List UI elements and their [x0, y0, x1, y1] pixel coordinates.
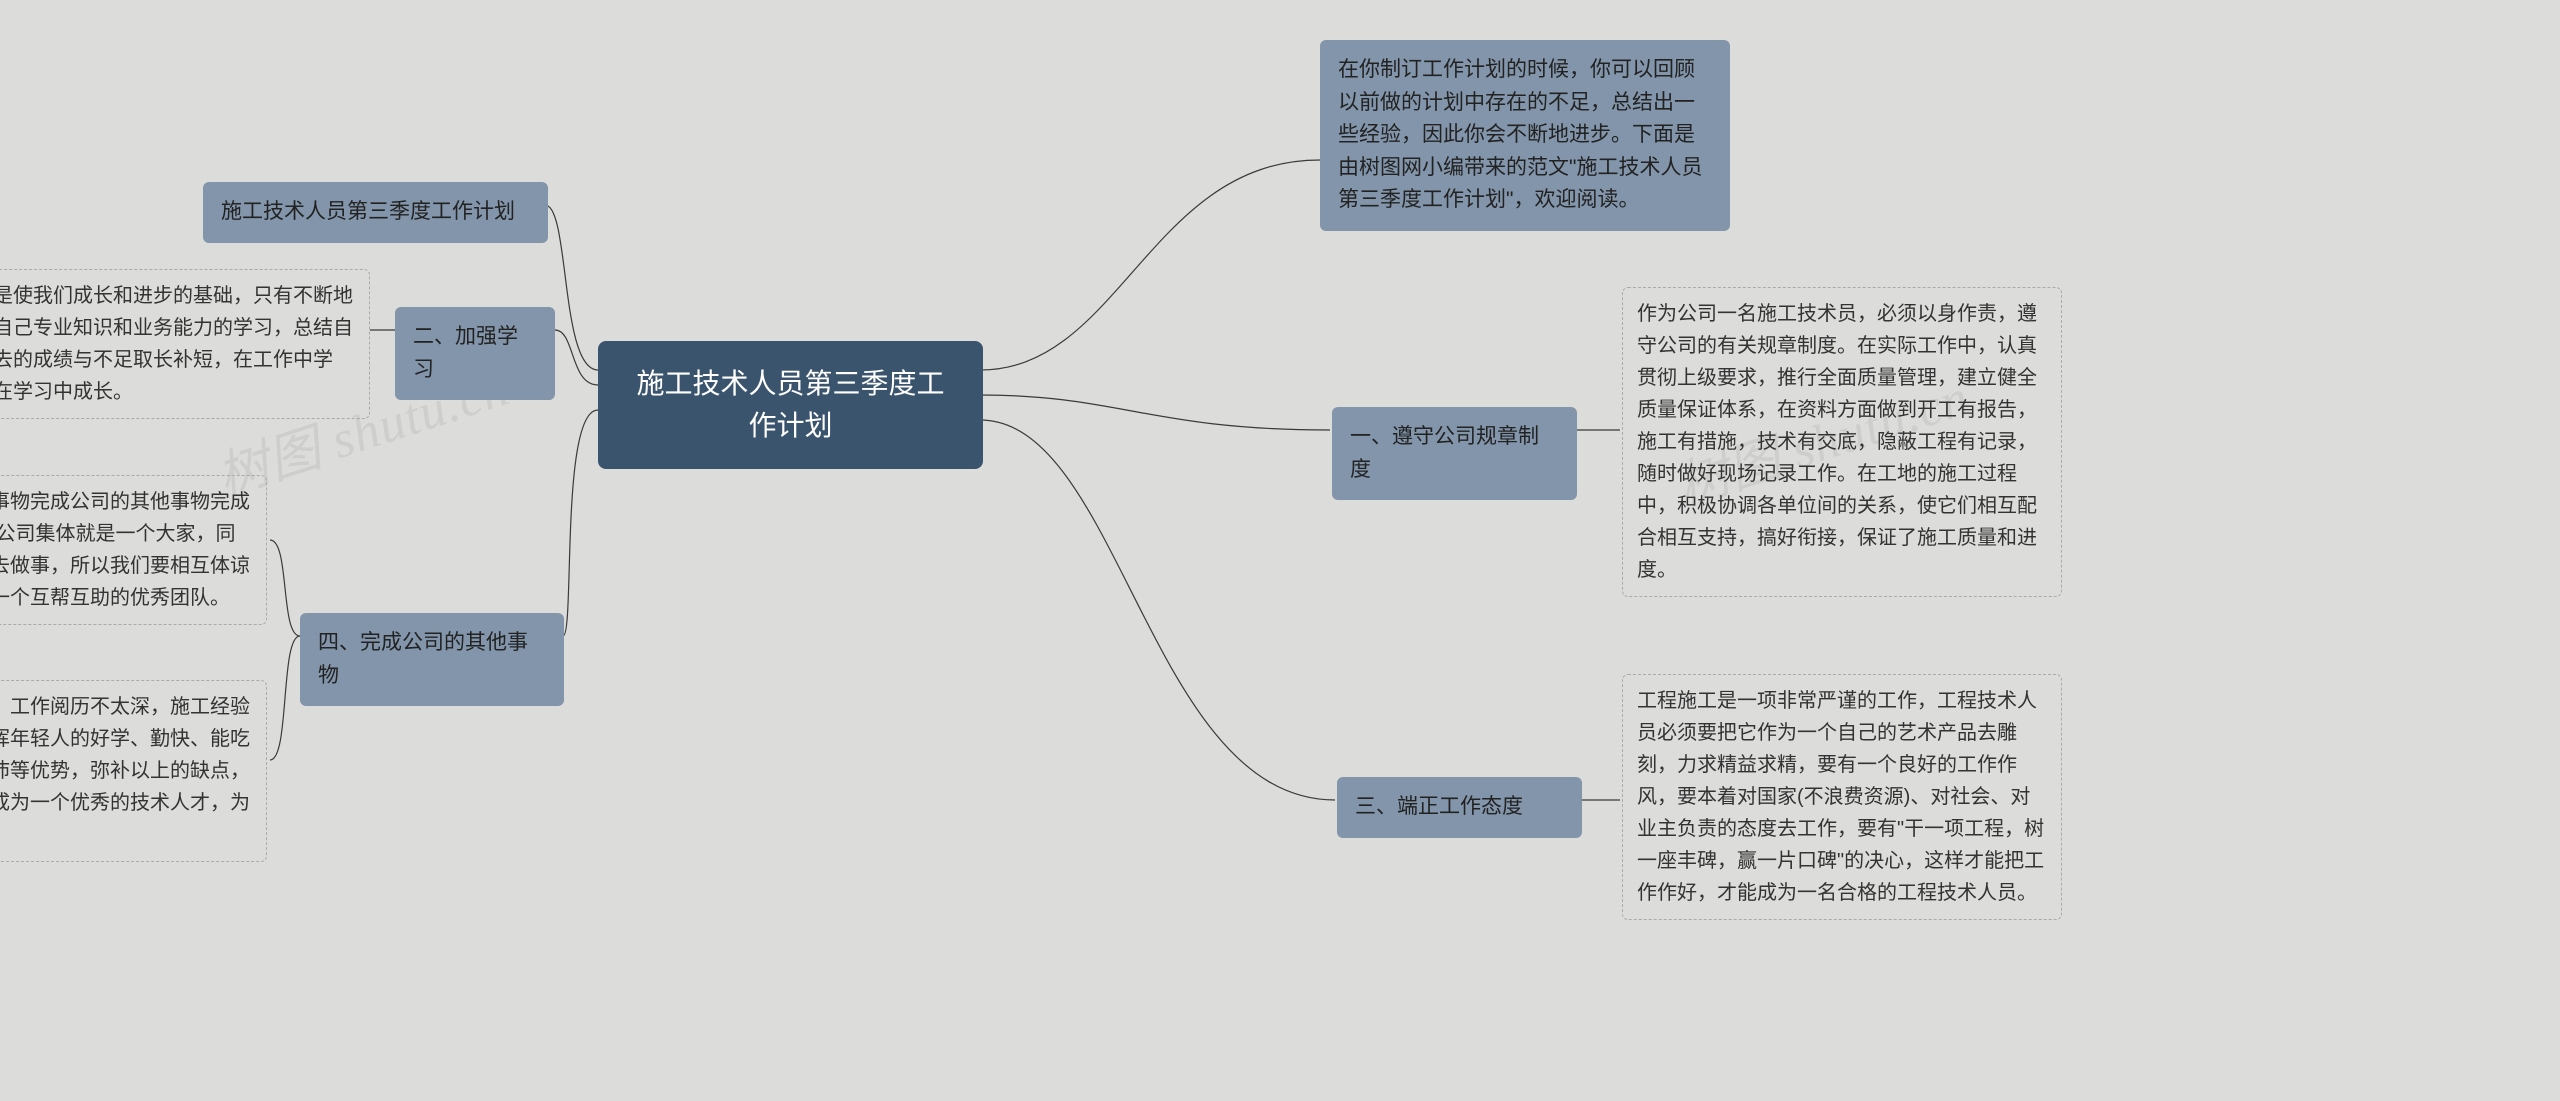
branch-3: 三、端正工作态度: [1337, 777, 1582, 838]
branch-1-leaf: 作为公司一名施工技术员，必须以身作责，遵守公司的有关规章制度。在实际工作中，认真…: [1622, 287, 2062, 597]
branch-2: 二、加强学习: [395, 307, 555, 400]
center-node: 施工技术人员第三季度工 作计划: [598, 341, 983, 469]
center-line1: 施工技术人员第三季度工: [636, 368, 944, 399]
branch-4-leaf1: 完成公司的其他事物完成公司的其他事物完成公司的其他事物 公司集体就是一个大家，同…: [0, 475, 267, 625]
intro-node: 在你制订工作计划的时候，你可以回顾以前做的计划中存在的不足，总结出一些经验，因此…: [1320, 40, 1730, 231]
center-line2: 作计划: [748, 410, 832, 441]
branch-3-leaf: 工程施工是一项非常严谨的工作，工程技术人员必须要把它作为一个自己的艺术产品去雕刻…: [1622, 674, 2062, 920]
mindmap-connectors: [0, 0, 2560, 1101]
branch-1: 一、遵守公司规章制度: [1332, 407, 1577, 500]
branch-4: 四、完成公司的其他事物: [300, 613, 564, 706]
branch-title: 施工技术人员第三季度工作计划: [203, 182, 548, 243]
branch-2-leaf: 学习是使我们成长和进步的基础，只有不断地进行自己专业知识和业务能力的学习，总结自…: [0, 269, 370, 419]
branch-4-leaf2: 我虽然年纪较轻，工作阅历不太深，施工经验有限，但我会发挥年轻人的好学、勤快、能吃…: [0, 680, 267, 862]
